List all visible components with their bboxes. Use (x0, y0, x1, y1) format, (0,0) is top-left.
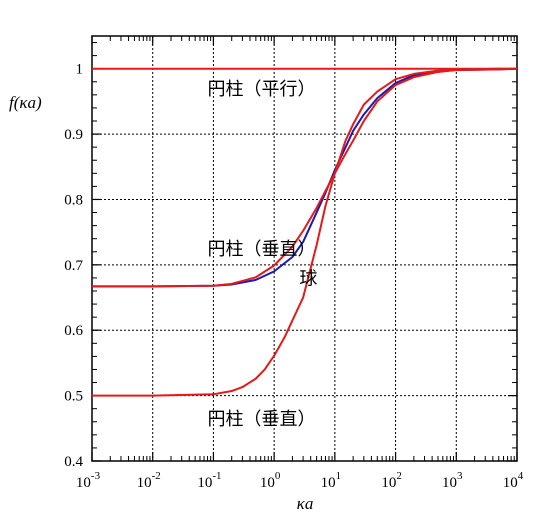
x-tick-label: 103 (442, 470, 463, 491)
annotation-label: 球 (299, 268, 317, 289)
y-tick-label: 0.6 (64, 323, 83, 339)
x-tick-label: 104 (503, 470, 524, 491)
x-tick-label: 102 (381, 470, 402, 491)
y-axis: 0.4 0.5 0.6 0.7 0.8 0.9 1 (64, 42, 517, 470)
x-tick-label: 10-1 (197, 470, 221, 491)
plot-area (91, 35, 518, 462)
y-tick-label: 0.7 (64, 258, 83, 274)
x-tick-label: 101 (321, 470, 342, 491)
series-line-2 (92, 67, 517, 397)
y-tick-label: 1 (76, 62, 84, 78)
annotation-label: 円柱（平行） (208, 79, 316, 100)
y-tick-label: 0.9 (64, 127, 83, 143)
y-axis-label: f(κa) (9, 93, 42, 112)
y-tick-label: 0.4 (64, 454, 83, 470)
x-tick-label: 100 (260, 470, 281, 491)
plot-frame (91, 35, 518, 462)
annotation-label: 円柱（垂直） (208, 239, 316, 260)
annotation-label: 円柱（垂直） (208, 409, 316, 430)
y-tick-label: 0.8 (64, 192, 83, 208)
x-tick-label: 10-3 (76, 470, 101, 491)
y-tick-label: 0.5 (64, 389, 83, 405)
x-tick-label: 10-2 (137, 470, 161, 491)
x-axis-label: κa (297, 494, 314, 513)
annotations: 円柱（平行）円柱（垂直）球円柱（垂直） (208, 79, 318, 430)
series-group (92, 67, 518, 397)
